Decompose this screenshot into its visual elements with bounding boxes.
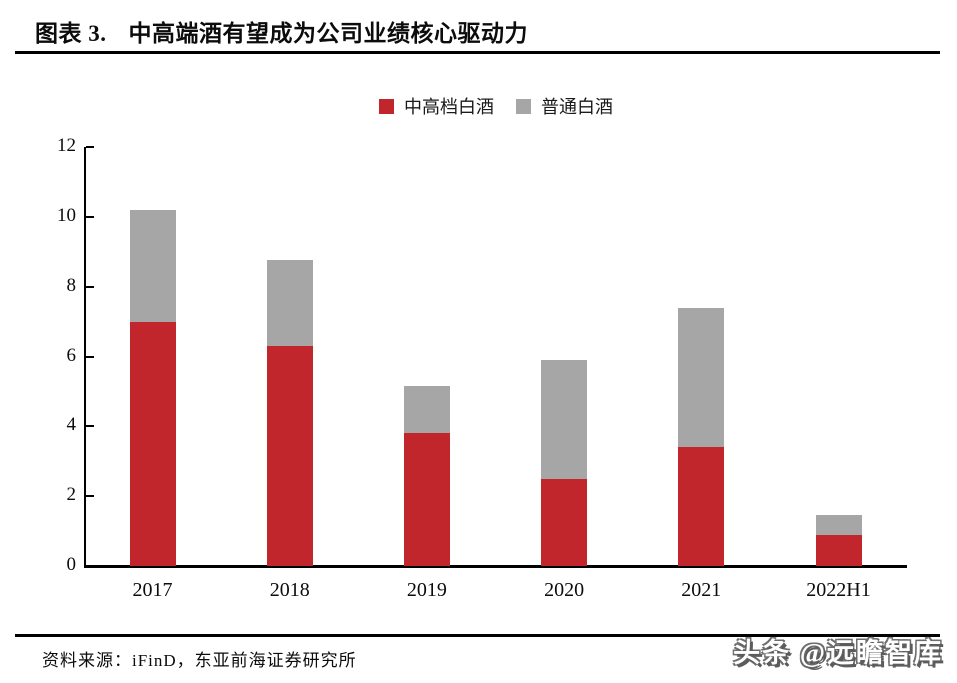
legend-label-ordinary: 普通白酒 xyxy=(541,97,613,117)
x-tick-label-2021: 2021 xyxy=(681,579,722,601)
y-tick-label-2: 2 xyxy=(66,484,77,506)
x-tick-label-2018: 2018 xyxy=(269,579,310,601)
watermark: 头条 @远瞻智库 xyxy=(733,638,943,668)
figure-header: 图表 3. 中高端酒有望成为公司业绩核心驱动力 xyxy=(35,14,528,48)
legend-swatch-ordinary xyxy=(516,98,531,114)
y-tick-label-4: 4 xyxy=(66,414,77,436)
bar-segment-2018-s0 xyxy=(266,346,313,566)
legend-item-ordinary-liquor: 普通白酒 xyxy=(516,93,613,119)
x-tick-label-2019: 2019 xyxy=(406,579,447,601)
bar-segment-2018-s1 xyxy=(266,260,313,346)
bar-segment-2019-s1 xyxy=(403,386,450,434)
y-tick-label-6: 6 xyxy=(66,344,77,366)
y-tick-0 xyxy=(86,565,94,567)
x-tick-label-2017: 2017 xyxy=(132,579,173,601)
bar-segment-2022H1-s0 xyxy=(815,534,862,566)
y-tick-label-10: 10 xyxy=(57,204,76,226)
y-tick-4 xyxy=(86,425,94,428)
y-tick-6 xyxy=(86,355,94,358)
legend-swatch-mid-high xyxy=(379,98,394,114)
bar-segment-2020-s1 xyxy=(541,359,588,479)
title-underline xyxy=(15,51,940,54)
y-axis-line xyxy=(84,147,86,567)
figure-label: 图表 3. xyxy=(35,21,107,46)
chart-legend: 中高档白酒 普通白酒 xyxy=(85,93,907,119)
legend-label-mid-high: 中高档白酒 xyxy=(404,97,494,117)
y-tick-8 xyxy=(86,285,94,288)
y-tick-2 xyxy=(86,495,94,498)
y-tick-label-12: 12 xyxy=(57,135,76,156)
bar-segment-2021-s1 xyxy=(678,307,725,448)
y-tick-label-8: 8 xyxy=(66,274,77,296)
legend-item-mid-high-liquor: 中高档白酒 xyxy=(379,93,494,119)
y-tick-10 xyxy=(86,215,94,218)
bar-segment-2019-s0 xyxy=(403,433,450,566)
bar-segment-2020-s0 xyxy=(541,478,588,566)
y-tick-label-0: 0 xyxy=(66,554,77,575)
bar-segment-2017-s0 xyxy=(129,321,176,566)
x-tick-label-2022H1: 2022H1 xyxy=(806,579,871,601)
bar-segment-2017-s1 xyxy=(129,209,176,322)
x-axis-line xyxy=(84,565,907,568)
y-tick-12 xyxy=(86,146,94,148)
x-tick-label-2020: 2020 xyxy=(544,579,585,601)
bar-segment-2022H1-s1 xyxy=(815,515,862,535)
source-note: 资料来源：iFinD，东亚前海证券研究所 xyxy=(42,651,357,670)
bar-segment-2021-s0 xyxy=(678,447,725,566)
footer-divider xyxy=(15,634,940,637)
figure-title: 中高端酒有望成为公司业绩核心驱动力 xyxy=(128,21,528,46)
